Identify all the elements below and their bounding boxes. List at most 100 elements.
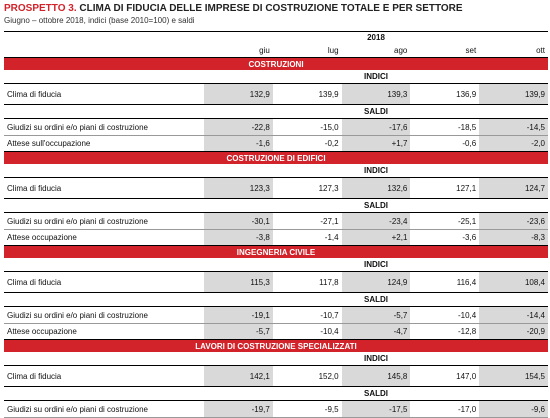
value: 124,9 xyxy=(341,271,411,293)
month: set xyxy=(410,43,480,58)
value: 123,3 xyxy=(204,177,273,199)
row-label: Attese sull'occupazione xyxy=(4,135,204,152)
group-row: SALDI xyxy=(4,292,548,307)
data-row: Clima di fiducia 132,9 139,9 139,3 136,9 139,… xyxy=(4,83,548,105)
value: -17,5 xyxy=(341,400,411,418)
value: -3,8 xyxy=(204,229,273,246)
group-row: INDICI xyxy=(4,258,548,272)
data-row: Attese occupazione -5,7 -10,4 -4,7 -12,8 -20,… xyxy=(4,323,548,340)
cell xyxy=(4,31,204,43)
group-row: SALDI xyxy=(4,386,548,401)
section-row: COSTRUZIONE DI EDIFICI xyxy=(4,151,548,164)
value: 117,8 xyxy=(272,271,342,293)
value: +2,1 xyxy=(341,229,411,246)
value: -15,0 xyxy=(272,118,342,136)
value: -14,5 xyxy=(479,118,548,136)
month-row: giu lug ago set ott xyxy=(4,43,548,58)
value: -0,6 xyxy=(410,135,480,152)
value: -19,7 xyxy=(204,400,273,418)
value: -17,6 xyxy=(341,118,411,136)
value: -17,0 xyxy=(410,400,480,418)
value: 124,7 xyxy=(479,177,548,199)
table: 2018 giu lug ago set ott COSTRUZIONI INDICI Clim… xyxy=(4,31,548,418)
value: -9,6 xyxy=(479,400,548,418)
section-row: INGEGNERIA CIVILE xyxy=(4,245,548,258)
value: -20,9 xyxy=(479,323,548,340)
value: 139,3 xyxy=(341,83,411,105)
section-row: LAVORI DI COSTRUZIONE SPECIALIZZATI xyxy=(4,339,548,352)
month: giu xyxy=(204,43,273,58)
section-title: COSTRUZIONI xyxy=(4,57,548,70)
cell xyxy=(4,386,204,401)
group-label: INDICI xyxy=(204,70,548,84)
value: -22,8 xyxy=(204,118,273,136)
group-label: SALDI xyxy=(204,198,548,213)
row-label: Giudizi su ordini e/o piani di costruzio… xyxy=(4,400,204,418)
row-label: Attese occupazione xyxy=(4,323,204,340)
value: 127,3 xyxy=(272,177,342,199)
data-row: Clima di fiducia 115,3 117,8 124,9 116,4 108,… xyxy=(4,271,548,293)
value: -18,5 xyxy=(410,118,480,136)
value: 136,9 xyxy=(410,83,480,105)
row-label: Clima di fiducia xyxy=(4,83,204,105)
data-row: Giudizi su ordini e/o piani di costruzio… xyxy=(4,212,548,230)
cell xyxy=(4,164,204,178)
value: -2,0 xyxy=(479,135,548,152)
group-label: SALDI xyxy=(204,386,548,401)
cell xyxy=(4,104,204,119)
group-label: INDICI xyxy=(204,164,548,178)
month: lug xyxy=(272,43,342,58)
group-label: SALDI xyxy=(204,292,548,307)
value: -10,4 xyxy=(272,323,342,340)
cell xyxy=(4,43,204,58)
value: 147,0 xyxy=(410,365,480,387)
table-body: 2018 giu lug ago set ott COSTRUZIONI INDICI Clim… xyxy=(4,31,548,418)
group-row: INDICI xyxy=(4,164,548,178)
group-row: INDICI xyxy=(4,70,548,84)
subtitle: Giugno – ottobre 2018, indici (base 2010… xyxy=(4,16,195,25)
value: -23,4 xyxy=(341,212,411,230)
value: 116,4 xyxy=(410,271,480,293)
value: 152,0 xyxy=(272,365,342,387)
section-title: LAVORI DI COSTRUZIONE SPECIALIZZATI xyxy=(4,339,548,352)
cell xyxy=(4,258,204,272)
value: -14,4 xyxy=(479,306,548,324)
data-row: Attese occupazione -3,8 -1,4 +2,1 -3,6 -8,3 xyxy=(4,229,548,246)
value: -12,8 xyxy=(410,323,480,340)
data-row: Attese sull'occupazione -1,6 -0,2 +1,7 -0,6-… xyxy=(4,135,548,152)
cell xyxy=(4,198,204,213)
group-label: INDICI xyxy=(204,352,548,366)
group-row: SALDI xyxy=(4,104,548,119)
value: -5,7 xyxy=(204,323,273,340)
section-title: COSTRUZIONE DI EDIFICI xyxy=(4,151,548,164)
value: -1,6 xyxy=(204,135,273,152)
value: -23,6 xyxy=(479,212,548,230)
value: 115,3 xyxy=(204,271,273,293)
value: -1,4 xyxy=(272,229,342,246)
title: PROSPETTO 3. CLIMA DI FIDUCIA DELLE IMPR… xyxy=(4,3,463,14)
value: 132,9 xyxy=(204,83,273,105)
value: 145,8 xyxy=(341,365,411,387)
value: 127,1 xyxy=(410,177,480,199)
value: -8,3 xyxy=(479,229,548,246)
value: +1,7 xyxy=(341,135,411,152)
value: -5,7 xyxy=(341,306,411,324)
value: 139,9 xyxy=(272,83,342,105)
data-row: Giudizi su ordini e/o piani di costruzio… xyxy=(4,400,548,418)
row-label: Clima di fiducia xyxy=(4,271,204,293)
row-label: Giudizi su ordini e/o piani di costruzio… xyxy=(4,118,204,136)
value: -30,1 xyxy=(204,212,273,230)
value: -3,6 xyxy=(410,229,480,246)
value: 132,6 xyxy=(341,177,411,199)
value: -4,7 xyxy=(341,323,411,340)
cell xyxy=(4,352,204,366)
title-label: PROSPETTO 3. xyxy=(4,3,77,14)
value: 139,9 xyxy=(479,83,548,105)
value: 108,4 xyxy=(479,271,548,293)
value: 142,1 xyxy=(204,365,273,387)
data-row: Giudizi su ordini e/o piani di costruzio… xyxy=(4,306,548,324)
row-label: Giudizi su ordini e/o piani di costruzio… xyxy=(4,306,204,324)
value: -0,2 xyxy=(272,135,342,152)
row-label: Giudizi su ordini e/o piani di costruzio… xyxy=(4,212,204,230)
